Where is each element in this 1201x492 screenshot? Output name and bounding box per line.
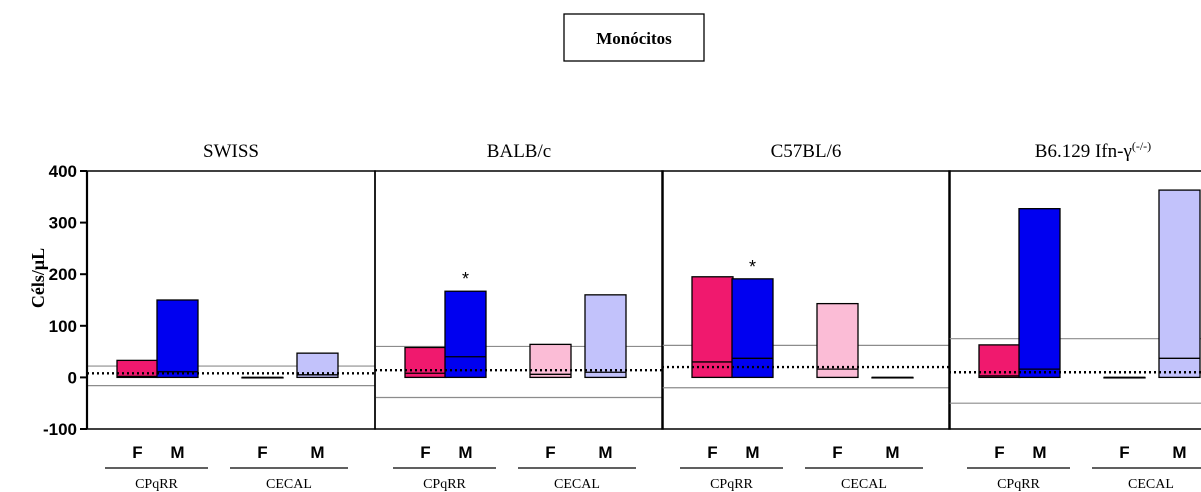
y-tick-label: 200 — [49, 265, 77, 284]
chart-panel: C57BL/6 * F M F M CPqRR CECAL — [661, 141, 951, 492]
panel-title: SWISS — [203, 141, 259, 162]
y-tick-label: 300 — [49, 214, 77, 233]
bar-cecal-f — [816, 302, 859, 379]
panels: SWISS F M F M CPqRR CECAL 400 300 200 100 0 -100 BALB… — [43, 139, 1201, 492]
group-label: CPqRR — [997, 477, 1040, 492]
bar-cecal-m — [1158, 189, 1201, 379]
x-tick-label: F — [832, 443, 842, 462]
chart-panel: SWISS F M F M CPqRR CECAL 400 300 200 100 0 -100 — [43, 141, 376, 492]
x-tick-label: F — [707, 443, 717, 462]
y-tick-label: -100 — [43, 420, 77, 439]
x-tick-label: F — [1119, 443, 1129, 462]
x-tick-label: F — [545, 443, 555, 462]
y-tick-label: 100 — [49, 317, 77, 336]
group-label: CPqRR — [710, 477, 753, 492]
y-axis-label: Céls/μL — [28, 248, 48, 308]
x-tick-label: M — [458, 443, 472, 462]
x-tick-label: F — [420, 443, 430, 462]
panel-title: BALB/c — [487, 141, 551, 162]
x-tick-label: M — [885, 443, 899, 462]
panel-title-superscript: (-/-) — [1132, 139, 1151, 153]
significance-asterisk: * — [749, 257, 756, 277]
significance-asterisk: * — [462, 269, 469, 289]
x-tick-label: F — [257, 443, 267, 462]
figure-title-box: Monócitos — [563, 13, 705, 62]
group-label: CPqRR — [135, 477, 178, 492]
panel-frame — [86, 170, 376, 430]
panel-frame — [948, 170, 1201, 430]
bar-cpqrr-m — [444, 290, 487, 379]
bar-cpqrr-f — [404, 346, 447, 379]
bar-cpqrr-m — [1018, 208, 1061, 379]
x-tick-label: M — [745, 443, 759, 462]
x-tick-label: M — [310, 443, 324, 462]
x-tick-label: F — [132, 443, 142, 462]
group-label: CECAL — [266, 477, 312, 492]
bar-cpqrr-m — [156, 299, 199, 379]
y-tick-label: 0 — [68, 368, 77, 387]
figure-title: Monócitos — [596, 29, 672, 48]
bar-cpqrr-f — [116, 359, 159, 379]
chart-panel: B6.129 Ifn-γ(-/-) F M F M CPqRR CECAL — [948, 139, 1201, 492]
chart-panel: BALB/c * F M F M CPqRR CECAL — [374, 141, 664, 492]
bar-cpqrr-f — [691, 276, 734, 379]
bar-cecal-f — [529, 343, 572, 379]
y-tick-label: 400 — [49, 162, 77, 181]
x-tick-label: M — [598, 443, 612, 462]
x-tick-label: M — [170, 443, 184, 462]
bar-cecal-m — [584, 294, 627, 379]
bar-cpqrr-m — [731, 278, 774, 379]
x-tick-label: F — [994, 443, 1004, 462]
title-frame — [563, 13, 705, 62]
x-tick-label: M — [1172, 443, 1186, 462]
panel-frame — [374, 170, 664, 430]
panel-title: B6.129 Ifn-γ(-/-) — [1035, 139, 1151, 162]
group-label: CECAL — [1128, 477, 1174, 492]
panel-title: C57BL/6 — [771, 141, 842, 162]
group-label: CPqRR — [423, 477, 466, 492]
x-tick-label: M — [1032, 443, 1046, 462]
group-label: CECAL — [841, 477, 887, 492]
panel-frame — [661, 170, 951, 430]
group-label: CECAL — [554, 477, 600, 492]
